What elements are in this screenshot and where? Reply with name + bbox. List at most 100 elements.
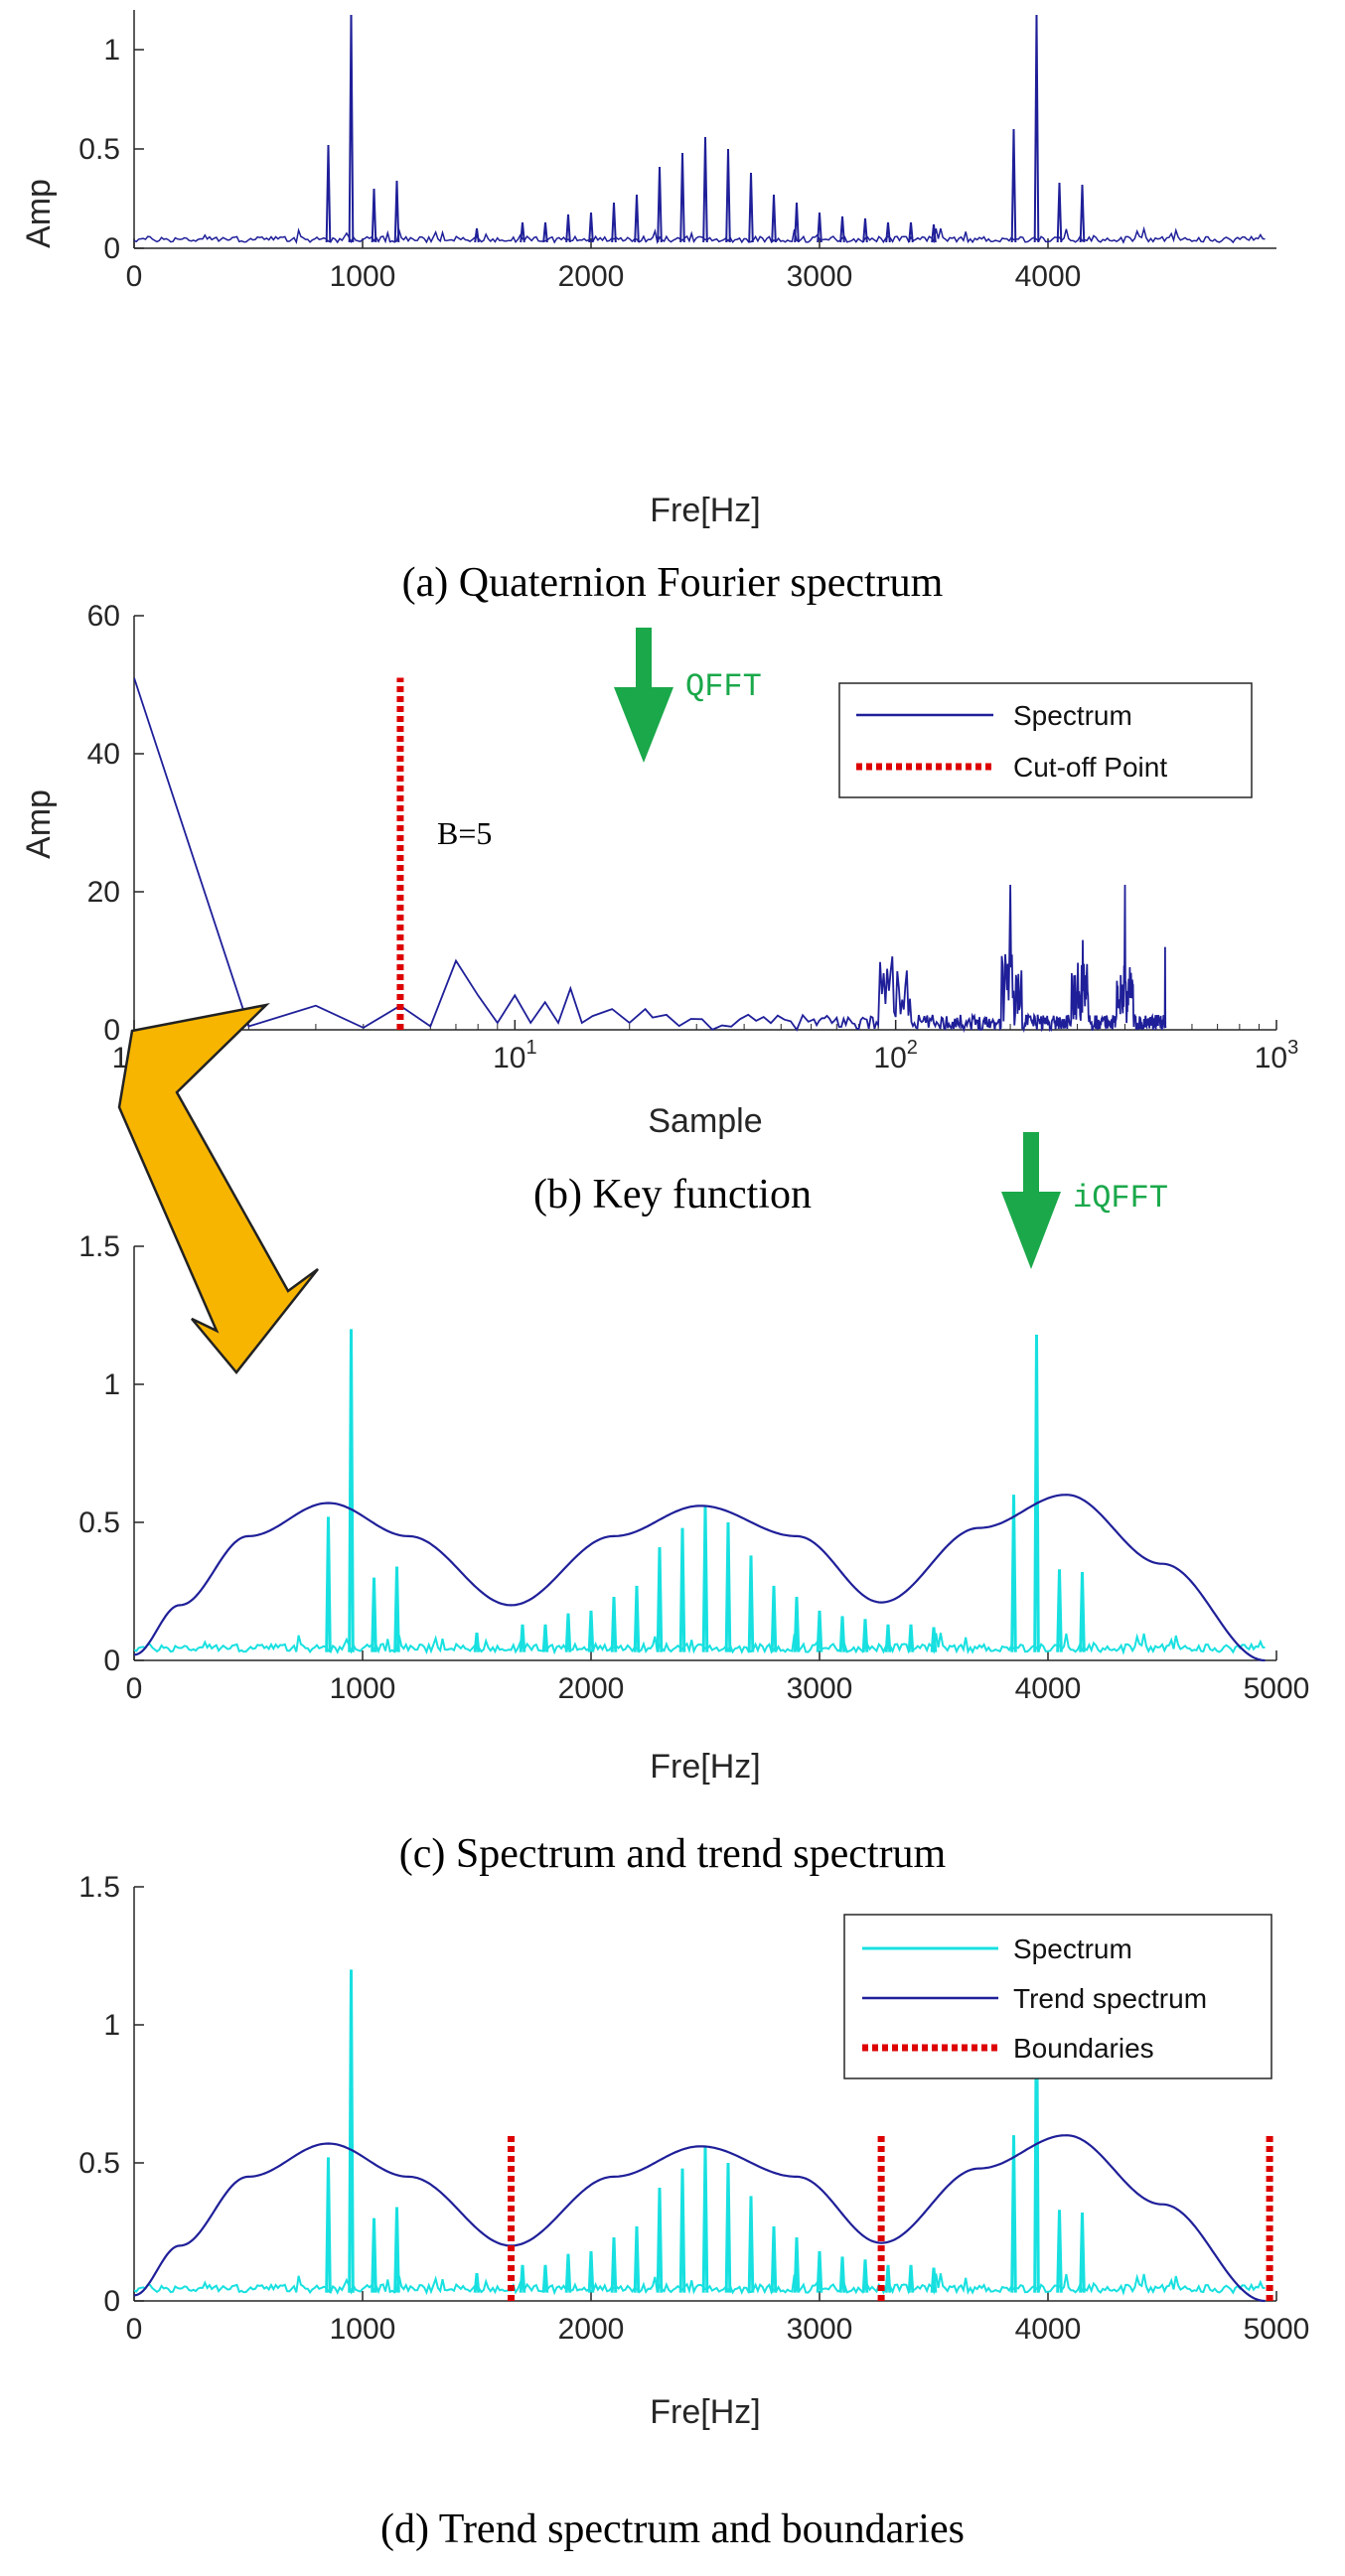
spectrum-peak <box>610 1597 618 1652</box>
qfft-label: QFFT <box>685 668 762 705</box>
x-tick-exponent: 2 <box>907 1037 918 1059</box>
x-tick-exponent: 1 <box>525 1037 536 1059</box>
x-tick-label: 1000 <box>330 260 396 293</box>
qfft-arrow-shaft <box>636 628 652 692</box>
spectrum-peak <box>325 144 332 243</box>
spectrum-peak <box>611 202 617 243</box>
xlabel-b: Sample <box>648 1102 762 1140</box>
y-tick-label: 0.5 <box>78 2147 120 2180</box>
spectrum-peak <box>1010 1495 1017 1652</box>
spectrum-peak <box>325 2157 332 2293</box>
spectrum-peak <box>724 1521 732 1652</box>
axes-a: 0 0.5 1 0 1000 2000 3000 4000 <box>78 10 1276 293</box>
spectrum-peak <box>520 221 525 243</box>
spectrum-peak <box>793 2237 801 2293</box>
spectrum-peak <box>1079 1571 1086 1652</box>
iqfft-label: iQFFT <box>1073 1180 1168 1216</box>
spectrum-peak <box>861 2259 869 2293</box>
x-tick-label: 2000 <box>558 260 625 293</box>
spectrum-peak <box>930 1627 938 1652</box>
spectrum-peak <box>678 1527 686 1652</box>
spectrum-peak <box>371 188 377 243</box>
x-tick-label: 3000 <box>787 260 853 293</box>
y-tick-label: 1 <box>103 34 120 67</box>
legend-b-cutoff: Cut-off Point <box>1013 752 1167 783</box>
spectrum-peak <box>770 1585 778 1652</box>
spectrum-peak <box>633 1585 641 1652</box>
spectrum-peak <box>1056 182 1063 243</box>
y-tick-label: 0 <box>103 1645 120 1677</box>
series-c <box>134 1329 1266 1662</box>
legend-d-spectrum: Spectrum <box>1013 1933 1132 1964</box>
spectrum-peak <box>325 1516 332 1652</box>
xlabel-a: Fre[Hz] <box>650 492 760 529</box>
spectrum-peak <box>816 1610 823 1652</box>
spectrum-peak <box>839 215 845 243</box>
spectrum-peak <box>884 2264 892 2293</box>
spectrum-peak <box>770 2225 778 2293</box>
spectrum-peak <box>587 2250 595 2293</box>
trend-spectrum-line <box>134 2134 1266 2303</box>
spectrum-peak <box>657 166 663 243</box>
spectrum-peak <box>519 1624 526 1652</box>
series-b <box>134 677 1167 1033</box>
spectrum-peak <box>1056 2210 1063 2293</box>
key-function-line <box>134 677 1167 1033</box>
x-tick-label: 0 <box>126 1672 143 1705</box>
caption-b: (b) Key function <box>533 1172 812 1217</box>
x-tick-label: 5000 <box>1244 1672 1310 1705</box>
spectrum-peak <box>393 1566 400 1652</box>
y-tick-label: 40 <box>87 738 120 771</box>
spectrum-line <box>134 1633 1266 1655</box>
iqfft-arrow-head <box>1001 1192 1061 1269</box>
xlabel-d: Fre[Hz] <box>650 2393 760 2431</box>
spectrum-peak <box>747 1555 755 1652</box>
qfft-arrow-head <box>614 687 673 763</box>
x-tick-label: 5000 <box>1244 2313 1310 2346</box>
spectrum-peak <box>861 1619 869 1652</box>
y-tick-label: 1 <box>103 2009 120 2042</box>
spectrum-peak <box>541 1624 549 1652</box>
y-tick-label: 0 <box>103 232 120 265</box>
y-tick-label: 60 <box>87 600 120 633</box>
x-tick-label: 2000 <box>558 1672 625 1705</box>
spectrum-peak <box>793 1597 801 1652</box>
y-tick-label: 0.5 <box>78 1506 120 1539</box>
y-tick-label: 1.5 <box>78 1230 120 1263</box>
spectrum-peak <box>725 148 731 243</box>
legend-d-boundaries: Boundaries <box>1013 2033 1154 2064</box>
spectrum-peak <box>1010 2135 1017 2293</box>
spectrum-peak <box>656 2187 664 2293</box>
spectrum-peak <box>816 2250 823 2293</box>
spectrum-peak <box>393 2207 400 2293</box>
series-a <box>134 15 1266 245</box>
y-tick-label: 1 <box>103 1368 120 1401</box>
ylabel-b: Amp <box>20 789 58 859</box>
spectrum-peak <box>1033 1334 1040 1652</box>
spectrum-peak <box>724 2162 732 2293</box>
x-tick-label: 4000 <box>1015 1672 1082 1705</box>
trend-spectrum-line <box>134 1494 1266 1662</box>
annotation-b: B=5 <box>437 815 492 851</box>
spectrum-peak <box>678 2168 686 2293</box>
spectrum-peak <box>838 2256 846 2293</box>
caption-c: (c) Spectrum and trend spectrum <box>399 1831 947 1877</box>
spectrum-peak <box>542 221 548 243</box>
spectrum-peak <box>838 1616 846 1652</box>
spectrum-peak <box>564 1613 572 1652</box>
spectrum-peak <box>747 2196 755 2293</box>
x-tick-label: 4000 <box>1015 260 1082 293</box>
x-tick-exponent: 3 <box>1287 1037 1298 1059</box>
spectrum-peak <box>371 1577 377 1652</box>
series-d <box>134 1969 1273 2303</box>
chart-c: 0 0.5 1 1.5 0 1000 2000 3000 4000 5000 Fre[Hz] (c… <box>78 1230 1309 1877</box>
legend-d-trend: Trend spectrum <box>1013 1983 1207 2014</box>
spectrum-peak <box>701 2146 709 2293</box>
spectrum-peak <box>1079 184 1086 243</box>
spectrum-peak <box>519 2264 526 2293</box>
y-tick-label: 20 <box>87 876 120 909</box>
axes-b: 0204060100101102103 <box>87 600 1299 1074</box>
spectrum-peak <box>885 221 891 243</box>
caption-d: (d) Trend spectrum and boundaries <box>380 2506 965 2552</box>
spectrum-peak <box>610 2237 618 2293</box>
